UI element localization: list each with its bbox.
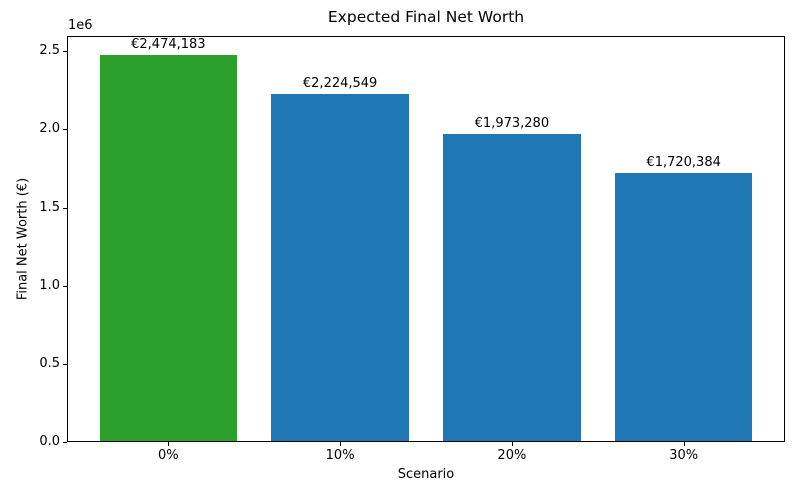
bar-0% <box>99 55 238 442</box>
x-tick-mark <box>340 442 342 446</box>
x-tick-mark <box>511 442 513 446</box>
bar-30% <box>614 173 753 442</box>
y-tick-label: 0.0 <box>39 434 60 449</box>
x-tick-label: 20% <box>497 448 527 463</box>
x-tick-mark <box>168 442 170 446</box>
y-tick-label: 2.5 <box>39 43 60 59</box>
x-tick-mark <box>683 442 685 446</box>
bar-value-label: €2,224,549 <box>302 76 378 92</box>
y-tick-label: 2.0 <box>39 121 60 137</box>
y-tick-label: 1.5 <box>39 199 60 215</box>
y-tick-mark <box>63 285 67 287</box>
y-tick-mark <box>63 442 67 443</box>
chart-title: Expected Final Net Worth <box>327 8 525 26</box>
y-tick-label: 1.0 <box>39 277 60 293</box>
x-tick-label: 10% <box>325 448 355 463</box>
y-tick-mark <box>63 363 67 365</box>
y-tick-label: 0.5 <box>39 355 60 371</box>
bar-20% <box>443 133 581 442</box>
bar-value-label: €2,474,183 <box>131 37 206 53</box>
y-tick-mark <box>63 207 67 209</box>
x-tick-label: 30% <box>669 448 699 463</box>
y-tick-mark <box>63 51 67 53</box>
bar-10% <box>271 94 409 442</box>
x-tick-label: 0% <box>158 448 179 463</box>
bar-value-label: €1,720,384 <box>646 155 721 171</box>
bar-value-label: €1,973,280 <box>474 115 550 131</box>
y-axis-offset-text: 1e6 <box>68 18 93 33</box>
y-tick-mark <box>63 129 67 131</box>
x-axis-label: Scenario <box>397 467 455 482</box>
